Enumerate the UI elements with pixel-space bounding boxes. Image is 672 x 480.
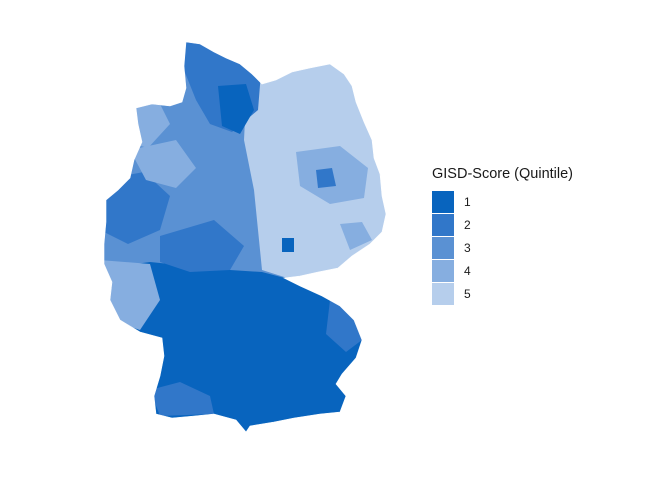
- legend-item-2: 2: [432, 213, 612, 236]
- legend-item-3: 3: [432, 236, 612, 259]
- region-southwest-border: [150, 382, 214, 416]
- legend-item-5: 5: [432, 282, 612, 305]
- region-hesse: [160, 220, 244, 272]
- legend-label-4: 4: [464, 263, 471, 278]
- legend-label-1: 1: [464, 194, 471, 209]
- legend-swatch-1: [432, 190, 454, 213]
- legend-swatch-4: [432, 259, 454, 282]
- region-munster: [130, 140, 196, 188]
- legend-swatch-5: [432, 282, 454, 305]
- legend-swatch-3: [432, 236, 454, 259]
- legend-item-1: 1: [432, 190, 612, 213]
- legend: GISD-Score (Quintile) 1 2 3 4 5: [432, 166, 612, 305]
- legend-label-3: 3: [464, 240, 471, 255]
- legend-label-2: 2: [464, 217, 471, 232]
- legend-item-4: 4: [432, 259, 612, 282]
- region-hamburg-area: [218, 84, 254, 134]
- legend-swatch-2: [432, 213, 454, 236]
- region-east-small-dark: [282, 238, 294, 252]
- region-saxony-patch: [340, 222, 372, 250]
- germany-outline: [103, 41, 387, 433]
- legend-label-5: 5: [464, 286, 471, 301]
- map-regions: [104, 42, 386, 432]
- legend-title: GISD-Score (Quintile): [432, 166, 574, 182]
- region-east-dark-patch: [316, 168, 336, 188]
